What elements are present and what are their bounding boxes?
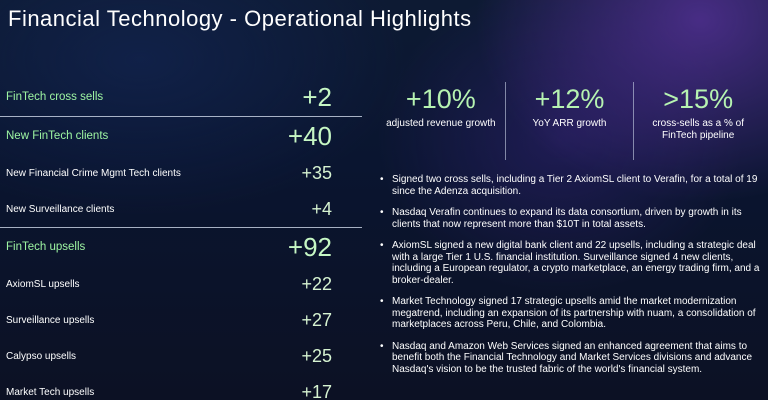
metric-label: FinTech cross sells: [6, 91, 104, 103]
metric-label: AxiomSL upsells: [6, 278, 80, 290]
metric-value: +27: [301, 309, 332, 330]
list-item: Market Technology signed 17 strategic up…: [378, 296, 766, 331]
metric-row-calypso-upsells: Calypso upsells +25: [0, 338, 362, 374]
kpi-value: >15%: [663, 84, 734, 114]
metric-row-fintech-upsells: FinTech upsells +92: [0, 228, 362, 266]
kpi-cross-sells-pipeline: >15% cross-sells as a % of FinTech pipel…: [633, 82, 762, 160]
list-item: Nasdaq and Amazon Web Services signed an…: [378, 341, 766, 376]
metric-value: +92: [287, 231, 332, 262]
list-item: AxiomSL signed a new digital bank client…: [378, 240, 766, 286]
divider: [0, 116, 362, 117]
metric-label: New Surveillance clients: [6, 203, 115, 215]
highlights-list: Signed two cross sells, including a Tier…: [378, 174, 766, 385]
kpi-caption: cross-sells as a % of FinTech pipeline: [652, 118, 745, 141]
divider: [0, 227, 362, 228]
metrics-panel: FinTech cross sells +2 New FinTech clien…: [0, 78, 362, 400]
metric-label: Surveillance upsells: [6, 314, 95, 326]
kpi-value: +12%: [534, 84, 605, 114]
kpi-caption: YoY ARR growth: [532, 118, 607, 129]
metric-row-axiomsl-upsells: AxiomSL upsells +22: [0, 266, 362, 302]
metric-row-surveillance-clients: New Surveillance clients +4: [0, 191, 362, 227]
metric-value: +35: [301, 162, 332, 183]
kpi-revenue-growth: +10% adjusted revenue growth: [377, 82, 505, 160]
kpi-strip: +10% adjusted revenue growth +12% YoY AR…: [377, 82, 762, 160]
list-item: Nasdaq Verafin continues to expand its d…: [378, 207, 766, 230]
metric-value: +2: [302, 81, 332, 112]
metric-value: +17: [301, 381, 332, 400]
metric-label: Market Tech upsells: [6, 386, 95, 398]
metric-value: +40: [287, 120, 332, 151]
metric-label: Calypso upsells: [6, 350, 77, 362]
kpi-value: +10%: [405, 84, 476, 114]
kpi-caption: adjusted revenue growth: [386, 118, 496, 129]
metric-value: +25: [301, 345, 332, 366]
metric-value: +22: [301, 273, 332, 294]
list-item: Signed two cross sells, including a Tier…: [378, 174, 766, 197]
metric-value: +4: [311, 198, 332, 219]
kpi-arr-growth: +12% YoY ARR growth: [504, 82, 634, 160]
metric-label: FinTech upsells: [6, 241, 86, 253]
metric-row-new-fintech-clients: New FinTech clients +40: [0, 117, 362, 155]
page-title: Financial Technology - Operational Highl…: [8, 6, 472, 31]
metric-row-financial-crime-clients: New Financial Crime Mgmt Tech clients +3…: [0, 155, 362, 191]
metric-label: New Financial Crime Mgmt Tech clients: [6, 167, 181, 179]
metric-row-fintech-cross-sells: FinTech cross sells +2: [0, 78, 362, 116]
metric-row-market-tech-upsells: Market Tech upsells +17: [0, 374, 362, 400]
metric-label: New FinTech clients: [6, 130, 109, 142]
metric-row-surveillance-upsells: Surveillance upsells +27: [0, 302, 362, 338]
